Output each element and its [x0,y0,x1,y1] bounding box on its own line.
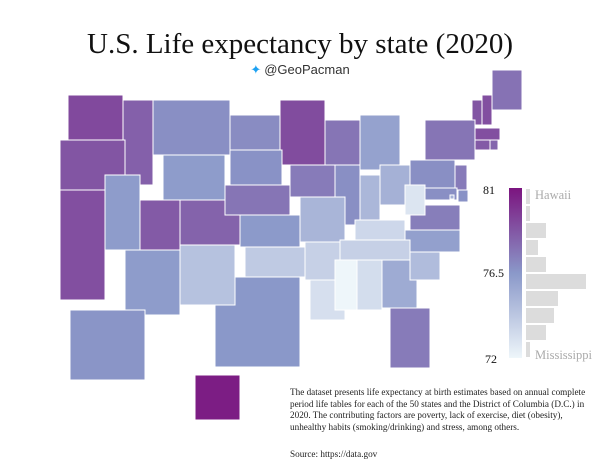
histogram-bar [526,291,558,306]
histogram-bar [526,325,546,340]
state-dc [449,194,455,200]
state-me [491,69,523,111]
state-nh [481,94,493,126]
twitter-bird-icon: ✦ [250,62,262,77]
state-ct [474,139,491,151]
legend-min-label: 72 [485,352,497,366]
state-ut [139,199,181,251]
state-ca [59,189,106,301]
legend-mid-label: 76.5 [483,266,504,280]
state-de [457,189,469,203]
color-scale-bar [509,188,522,358]
histogram-bar [526,257,546,272]
legend-max-label: 81 [483,183,495,197]
state-ks [239,214,301,248]
state-fl [389,307,431,369]
state-sc [409,251,441,281]
state-nd [229,114,281,151]
state-ma [474,127,501,141]
state-nm [179,244,236,306]
state-wa [67,94,124,141]
state-vt [471,99,483,126]
state-nv [104,174,141,251]
state-ar [304,241,341,281]
histogram-bar [526,274,586,289]
legend-top-state: Hawaii [535,188,572,202]
state-wv [404,184,426,216]
handle-text: @GeoPacman [264,62,350,77]
state-ri [489,139,499,151]
state-id [122,99,154,186]
histogram-bar [526,223,546,238]
source-text: Source: https://data.gov [290,449,378,459]
legend-bottom-state: Mississippi [535,348,592,362]
state-mi [359,114,401,171]
state-nc [404,229,461,253]
state-pa [409,159,456,189]
histogram-bar [526,189,530,204]
state-mn [279,99,326,166]
state-ne [224,184,291,216]
state-ky [354,219,406,241]
state-ak [69,309,146,381]
state-in [359,174,381,221]
state-nj [454,164,468,191]
description-text: The dataset presents life expectancy at … [290,387,586,432]
histogram-bar [526,206,530,221]
state-ok [244,246,311,278]
histogram-bar [526,308,554,323]
state-mt [152,99,231,156]
state-ms [334,259,358,311]
map-title: U.S. Life expectancy by state (2020) [87,28,513,60]
state-mo [299,196,346,243]
state-ia [289,164,336,198]
state-hi [194,374,241,421]
state-az [124,249,181,316]
histogram-bar [526,342,530,357]
histogram-bar [526,240,538,255]
state-ny [424,119,476,161]
state-wy [162,154,226,201]
state-tn [339,239,411,261]
state-wi [324,119,364,166]
state-va [409,204,461,231]
state-al [356,259,383,311]
state-sd [229,149,283,186]
author-handle: ✦ @GeoPacman [0,62,600,78]
